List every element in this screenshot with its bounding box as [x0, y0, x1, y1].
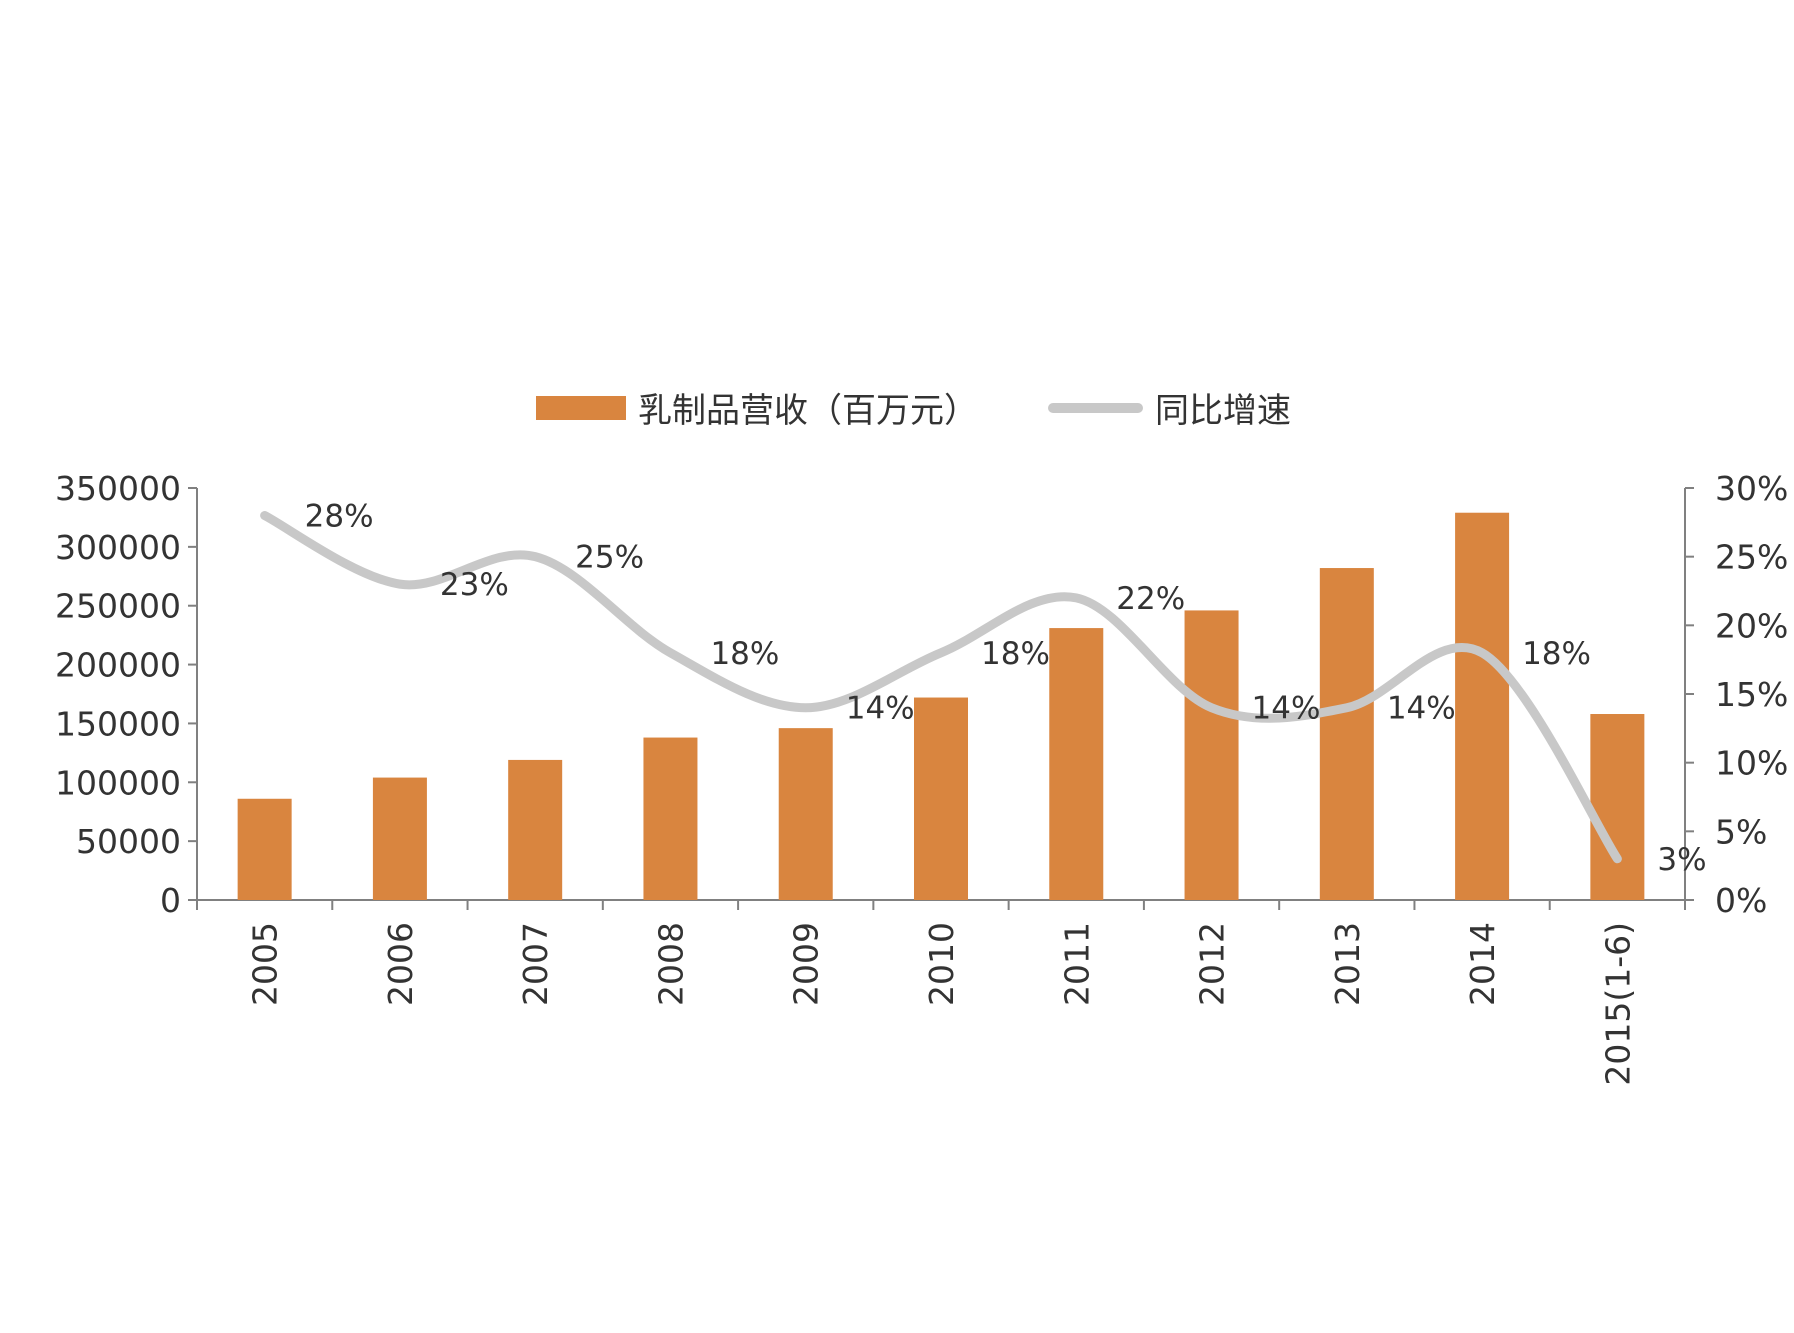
- left-tick-label: 0: [160, 881, 181, 920]
- left-tick-label: 150000: [55, 704, 181, 743]
- revenue-bar: [372, 777, 427, 900]
- right-tick-label: 20%: [1715, 606, 1788, 645]
- revenue-bar: [1049, 628, 1104, 900]
- growth-data-label: 18%: [1522, 636, 1591, 672]
- x-tick-label: 2007: [516, 922, 555, 1006]
- right-tick-label: 5%: [1715, 812, 1767, 851]
- revenue-bar: [1319, 568, 1374, 900]
- x-tick-label: 2010: [922, 922, 961, 1006]
- growth-data-label: 25%: [575, 540, 644, 576]
- left-tick-label: 250000: [55, 587, 181, 626]
- growth-data-label: 28%: [305, 498, 374, 534]
- revenue-bar: [237, 798, 292, 900]
- growth-data-label: 14%: [846, 691, 915, 727]
- growth-data-label: 14%: [1252, 691, 1321, 727]
- left-tick-label: 50000: [76, 822, 181, 861]
- x-tick-label: 2015(1-6): [1598, 922, 1637, 1086]
- x-tick-label: 2013: [1328, 922, 1367, 1006]
- revenue-bar: [1455, 512, 1510, 900]
- right-tick-label: 25%: [1715, 538, 1788, 577]
- growth-data-label: 23%: [440, 567, 509, 603]
- growth-data-label: 18%: [981, 636, 1050, 672]
- revenue-bar: [1590, 714, 1645, 900]
- x-tick-label: 2009: [787, 922, 826, 1006]
- revenue-bar: [778, 728, 833, 900]
- legend-label-revenue: 乳制品营收（百万元）: [638, 391, 978, 431]
- revenue-bar: [914, 697, 968, 900]
- x-tick-label: 2006: [381, 922, 420, 1006]
- right-tick-label: 30%: [1715, 469, 1788, 508]
- legend-item-growth: 同比增速: [1048, 383, 1291, 432]
- revenue-bar: [643, 737, 698, 900]
- legend-swatch-bar: [536, 395, 626, 420]
- right-tick-label: 0%: [1715, 881, 1767, 920]
- left-tick-label: 350000: [55, 469, 181, 508]
- legend-item-revenue: 乳制品营收（百万元）: [536, 383, 978, 432]
- growth-data-label: 3%: [1657, 842, 1706, 878]
- growth-data-label: 18%: [710, 636, 779, 672]
- revenue-bar: [508, 759, 563, 900]
- x-tick-label: 2008: [651, 922, 690, 1006]
- x-tick-label: 2005: [246, 922, 285, 1006]
- chart-legend: 乳制品营收（百万元） 同比增速: [536, 383, 1361, 432]
- revenue-bar: [1184, 610, 1239, 900]
- right-tick-label: 15%: [1715, 675, 1788, 714]
- left-tick-label: 200000: [55, 646, 181, 685]
- legend-label-growth: 同比增速: [1155, 391, 1291, 431]
- growth-line: [260, 510, 1622, 864]
- x-tick-label: 2014: [1463, 922, 1502, 1006]
- right-tick-label: 10%: [1715, 744, 1788, 783]
- x-tick-label: 2011: [1057, 922, 1096, 1006]
- growth-data-label: 22%: [1116, 581, 1185, 617]
- left-tick-label: 100000: [55, 763, 181, 802]
- growth-data-label: 14%: [1387, 691, 1456, 727]
- legend-swatch-line: [1048, 402, 1143, 413]
- x-tick-label: 2012: [1193, 922, 1232, 1006]
- left-tick-label: 300000: [55, 528, 181, 567]
